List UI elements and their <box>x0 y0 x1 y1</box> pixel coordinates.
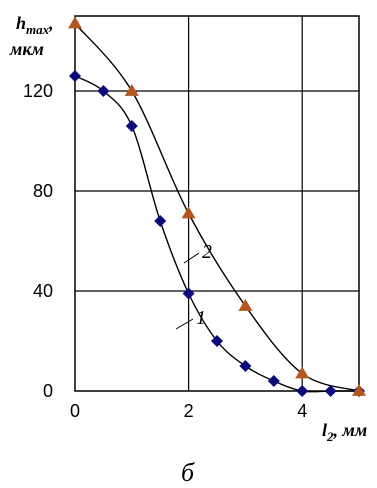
data-point-series-1 <box>296 385 309 397</box>
data-point-series-1 <box>154 215 167 227</box>
x-tick-label: 2 <box>184 401 194 421</box>
data-point-series-1 <box>267 375 280 387</box>
grid <box>74 15 360 392</box>
data-point-series-1 <box>182 287 195 300</box>
data-point-series-1 <box>211 335 223 347</box>
y-tick-label: 80 <box>33 181 53 201</box>
y-tick-label: 0 <box>43 381 53 401</box>
plot-frame <box>74 15 360 392</box>
markers <box>68 16 366 397</box>
curve-label-2: 2 <box>202 241 212 263</box>
curve-label-2-leader <box>183 252 200 264</box>
x-tick-label: 0 <box>70 401 80 421</box>
data-point-series-1 <box>239 360 252 372</box>
data-point-series-1 <box>324 385 337 397</box>
data-point-series-2 <box>238 299 253 311</box>
data-point-series-2 <box>68 16 82 29</box>
curve-label-1: 1 <box>196 307 206 329</box>
data-point-series-2 <box>295 366 310 379</box>
data-point-series-2 <box>181 206 196 219</box>
x-tick-label: 4 <box>297 401 307 421</box>
data-point-series-2 <box>124 84 139 96</box>
figure-caption: б <box>181 458 195 487</box>
x-axis-label: l2, мм <box>322 420 367 444</box>
data-point-series-1 <box>125 120 138 132</box>
y-axis-label: hmax, <box>16 13 54 37</box>
data-point-series-2 <box>352 384 366 396</box>
data-point-series-1 <box>69 70 81 82</box>
curve-label-1-leader <box>175 318 194 330</box>
y-tick-label: 40 <box>33 281 53 301</box>
y-axis-unit: мкм <box>9 39 44 59</box>
data-point-series-1 <box>97 85 110 97</box>
y-tick-label: 120 <box>23 81 53 101</box>
